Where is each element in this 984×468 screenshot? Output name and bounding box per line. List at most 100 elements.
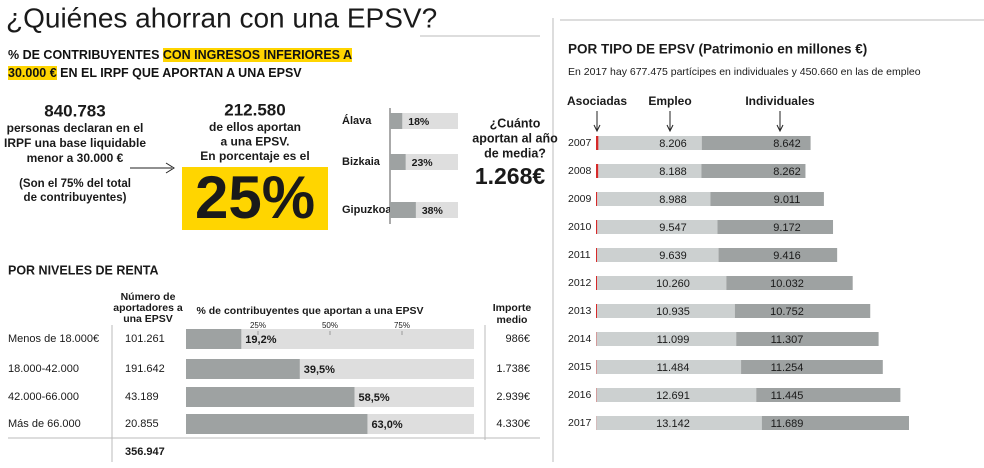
value-label: 10.032 (770, 278, 804, 290)
subtitle-part: % DE CONTRIBUYENTES (8, 48, 160, 62)
legend-arrow-head (593, 124, 601, 133)
bar-segment (701, 164, 806, 178)
big-number: 212.580 (224, 100, 285, 119)
value-label: 18% (408, 116, 430, 128)
category-label: Gipuzkoa (342, 204, 392, 216)
question-line: ¿Cuánto (490, 116, 541, 130)
section-title: POR TIPO DE EPSV (Patrimonio en millones… (568, 42, 867, 57)
legend-arrow-head (666, 124, 674, 133)
count: 20.855 (125, 418, 159, 430)
amount: 986€ (506, 333, 530, 345)
category-label: Bizkaia (342, 156, 381, 168)
share: 25% (195, 164, 315, 231)
category-label: 2014 (568, 333, 592, 345)
bar-segment (598, 164, 702, 178)
amount: 4.330€ (496, 418, 530, 430)
bar-segment (710, 192, 824, 206)
bar-segment (736, 332, 879, 346)
legend-label: Individuales (745, 94, 815, 108)
category-label: Menos de 18.000€ (8, 333, 99, 345)
value-label: 13.142 (656, 418, 690, 430)
value-label: 12.691 (656, 390, 690, 402)
highlight-box (182, 167, 328, 230)
value-label: 23% (412, 157, 434, 169)
category-label: 2012 (568, 277, 592, 289)
value-label: 11.254 (771, 362, 804, 374)
legend-label: Asociadas (567, 94, 627, 108)
subtitle-part: EN EL IRPF QUE APORTAN A UNA EPSV (60, 66, 302, 80)
value-label: 9.416 (773, 250, 801, 262)
amount: 2.939€ (496, 391, 530, 403)
value-label: 58,5% (358, 392, 389, 404)
bar-segment (596, 248, 598, 262)
bar-segment (718, 248, 838, 262)
text-line: IRPF una base liquidable (4, 136, 146, 150)
x-tick-label: 25% (250, 321, 266, 330)
question-line: aportan al año (472, 131, 558, 145)
count-total: 356.947 (125, 446, 165, 458)
section-subtitle: En 2017 hay 677.475 partícipes en indivi… (568, 66, 921, 78)
category-label: 2011 (568, 249, 591, 261)
legend-arrow-head (776, 124, 784, 133)
track (390, 154, 458, 170)
bar-segment (726, 276, 853, 290)
bar (186, 359, 300, 379)
column-header: Importe (493, 302, 532, 314)
bar (186, 329, 242, 349)
bar-segment (597, 248, 719, 262)
value-label: 9.639 (659, 250, 687, 262)
bar-segment (597, 220, 718, 234)
bar-segment (596, 388, 757, 402)
bar-segment (597, 192, 711, 206)
bar (390, 154, 406, 170)
bar (390, 202, 416, 218)
column-header: medio (497, 314, 528, 326)
bar (186, 414, 368, 434)
text-line: personas declaran en el (7, 121, 144, 135)
value-label: 10.935 (656, 306, 690, 318)
category-label: 2013 (568, 305, 592, 317)
bar (390, 113, 403, 129)
bar-segment (596, 220, 598, 234)
text-line: a una EPSV. (221, 135, 290, 149)
category-label: Más de 66.000 (8, 418, 81, 430)
value-label: 19,2% (245, 334, 276, 346)
count: 191.642 (125, 363, 165, 375)
category-label: 2017 (568, 417, 592, 429)
category-label: 2015 (568, 361, 592, 373)
subtitle: % DE CONTRIBUYENTES CON INGRESOS INFERIO… (8, 46, 353, 82)
bar-segment (717, 220, 834, 234)
bar-segment (597, 304, 735, 318)
bar-segment (741, 360, 883, 374)
value-label: 9.011 (774, 194, 801, 206)
count: 43.189 (125, 391, 159, 403)
bar-segment (596, 416, 762, 430)
x-tick-label: 50% (322, 321, 338, 330)
value-label: 8.642 (773, 138, 801, 150)
bar (186, 387, 355, 407)
category-label: 18.000-42.000 (8, 363, 79, 375)
value-label: 11.689 (771, 418, 804, 430)
value-label: 38% (422, 205, 444, 217)
amount: 1.738€ (496, 363, 530, 375)
axis-label: % de contribuyentes que aportan a una EP… (197, 305, 424, 317)
value-label: 8.262 (773, 166, 801, 178)
bar-segment (596, 304, 598, 318)
bar-segment (596, 360, 742, 374)
bar-segment (701, 136, 811, 150)
big-number: 840.783 (44, 101, 105, 120)
value-label: 11.307 (771, 334, 804, 346)
value-label: 11.099 (657, 334, 690, 346)
category-label: 2010 (568, 221, 592, 233)
question-line: de media? (484, 146, 546, 160)
column-header: una EPSV (123, 313, 173, 325)
value-label: 39,5% (304, 364, 335, 376)
value-label: 10.752 (770, 306, 804, 318)
bar-segment (596, 192, 598, 206)
text-line: En porcentaje es el (200, 149, 309, 163)
value-label: 8.188 (659, 166, 687, 178)
section-title: POR NIVELES DE RENTA (8, 263, 158, 277)
note-line: (Son el 75% del total (19, 178, 131, 190)
legend-label: Empleo (648, 94, 691, 108)
